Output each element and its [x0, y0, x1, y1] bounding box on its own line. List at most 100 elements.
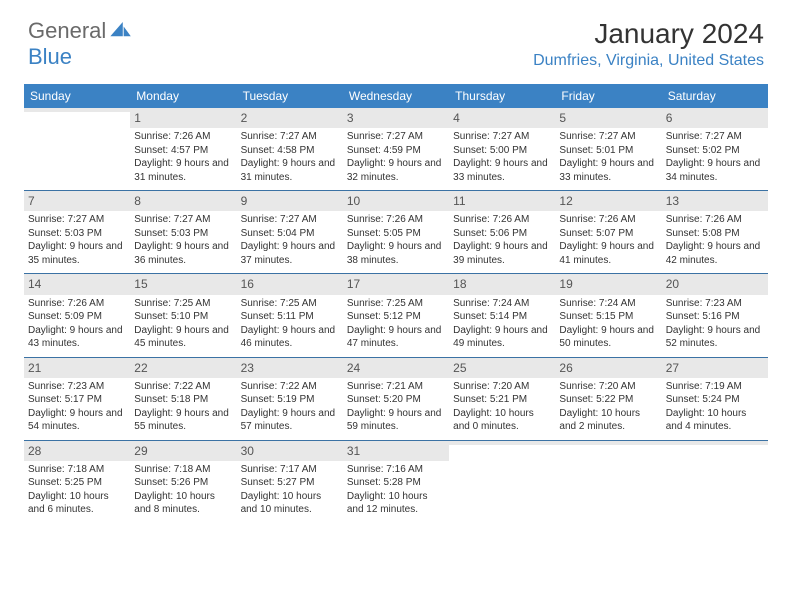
sunrise-text: Sunrise: 7:19 AM: [666, 380, 764, 394]
daylight-text: Daylight: 9 hours and 55 minutes.: [134, 407, 232, 434]
day-cell: 31Sunrise: 7:16 AMSunset: 5:28 PMDayligh…: [343, 441, 449, 523]
sunrise-text: Sunrise: 7:23 AM: [28, 380, 126, 394]
sunset-text: Sunset: 5:03 PM: [28, 227, 126, 241]
day-number: 26: [555, 358, 661, 378]
sunrise-text: Sunrise: 7:27 AM: [666, 130, 764, 144]
day-number: 11: [449, 191, 555, 211]
day-header: Sunday: [24, 84, 130, 108]
sunset-text: Sunset: 4:57 PM: [134, 144, 232, 158]
week-row: 1Sunrise: 7:26 AMSunset: 4:57 PMDaylight…: [24, 108, 768, 190]
day-cell: 25Sunrise: 7:20 AMSunset: 5:21 PMDayligh…: [449, 358, 555, 440]
day-number: 25: [449, 358, 555, 378]
day-cell: 2Sunrise: 7:27 AMSunset: 4:58 PMDaylight…: [237, 108, 343, 190]
day-cell: 10Sunrise: 7:26 AMSunset: 5:05 PMDayligh…: [343, 191, 449, 273]
day-number: 10: [343, 191, 449, 211]
sunset-text: Sunset: 5:18 PM: [134, 393, 232, 407]
sunrise-text: Sunrise: 7:18 AM: [134, 463, 232, 477]
daylight-text: Daylight: 9 hours and 54 minutes.: [28, 407, 126, 434]
daylight-text: Daylight: 9 hours and 46 minutes.: [241, 324, 339, 351]
sunset-text: Sunset: 5:06 PM: [453, 227, 551, 241]
sunset-text: Sunset: 5:16 PM: [666, 310, 764, 324]
day-cell: 22 Sunrise: 7:22 AMSunset: 5:18 PMDayligh…: [130, 358, 236, 440]
day-header: Monday: [130, 84, 236, 108]
sunset-text: Sunset: 5:24 PM: [666, 393, 764, 407]
day-number: 18: [449, 274, 555, 294]
day-number: [662, 441, 768, 445]
sunrise-text: Sunrise: 7:26 AM: [453, 213, 551, 227]
weeks-container: 1Sunrise: 7:26 AMSunset: 4:57 PMDaylight…: [24, 108, 768, 523]
day-number: 23: [237, 358, 343, 378]
sunset-text: Sunset: 5:20 PM: [347, 393, 445, 407]
day-cell: 28Sunrise: 7:18 AMSunset: 5:25 PMDayligh…: [24, 441, 130, 523]
day-header: Saturday: [662, 84, 768, 108]
sunrise-text: Sunrise: 7:25 AM: [134, 297, 232, 311]
daylight-text: Daylight: 9 hours and 32 minutes.: [347, 157, 445, 184]
day-cell: [555, 441, 661, 523]
daylight-text: Daylight: 9 hours and 57 minutes.: [241, 407, 339, 434]
sunset-text: Sunset: 5:26 PM: [134, 476, 232, 490]
day-number: 1: [130, 108, 236, 128]
day-cell: 17Sunrise: 7:25 AMSunset: 5:12 PMDayligh…: [343, 274, 449, 356]
day-number: 9: [237, 191, 343, 211]
sunset-text: Sunset: 5:09 PM: [28, 310, 126, 324]
daylight-text: Daylight: 9 hours and 31 minutes.: [134, 157, 232, 184]
sunrise-text: Sunrise: 7:22 AM: [134, 380, 232, 394]
day-number: 31: [343, 441, 449, 461]
day-number: 2: [237, 108, 343, 128]
sunrise-text: Sunrise: 7:26 AM: [134, 130, 232, 144]
week-row: 28 Sunrise: 7:18 AM Sunset: 5:25 PM Dayligh…: [24, 440, 768, 523]
daylight-text: Daylight: 9 hours and 42 minutes.: [666, 240, 764, 267]
sunset-text: Sunset: 5:01 PM: [559, 144, 657, 158]
day-number: 12: [555, 191, 661, 211]
day-cell: 15Sunrise: 7:25 AMSunset: 5:10 PMDayligh…: [130, 274, 236, 356]
sunrise-text: Sunrise: 7:26 AM: [28, 297, 126, 311]
daylight-text: Daylight: 10 hours and 0 minutes.: [453, 407, 551, 434]
day-number: 29: [130, 441, 236, 461]
daylight-text: Daylight: 9 hours and 36 minutes.: [134, 240, 232, 267]
sunrise-text: Sunrise: 7:16 AM: [347, 463, 445, 477]
day-number: 4: [449, 108, 555, 128]
month-title: January 2024: [533, 18, 764, 50]
day-header: Friday: [555, 84, 661, 108]
daylight-text: Daylight: 9 hours and 38 minutes.: [347, 240, 445, 267]
sunset-text: Sunset: 5:21 PM: [453, 393, 551, 407]
sunset-text: Sunset: 5:19 PM: [241, 393, 339, 407]
day-cell: 9Sunrise: 7:27 AMSunset: 5:04 PMDaylight…: [237, 191, 343, 273]
day-number: 28: [24, 441, 130, 461]
daylight-text: Daylight: 9 hours and 33 minutes.: [453, 157, 551, 184]
logo-sail-icon: [110, 18, 132, 44]
sunset-text: Sunset: 5:25 PM: [28, 476, 126, 490]
daylight-text: Daylight: 10 hours and 10 minutes.: [241, 490, 339, 517]
day-cell: 6Sunrise: 7:27 AMSunset: 5:02 PMDaylight…: [662, 108, 768, 190]
day-number: 19: [555, 274, 661, 294]
day-cell: 26Sunrise: 7:20 AMSunset: 5:22 PMDayligh…: [555, 358, 661, 440]
sunrise-text: Sunrise: 7:27 AM: [453, 130, 551, 144]
brand-part1: General: [28, 18, 106, 43]
sunrise-text: Sunrise: 7:17 AM: [241, 463, 339, 477]
daylight-text: Daylight: 9 hours and 34 minutes.: [666, 157, 764, 184]
day-number: 22: [130, 358, 236, 378]
day-cell: 7Sunrise: 7:27 AMSunset: 5:03 PMDaylight…: [24, 191, 130, 273]
daylight-text: Daylight: 9 hours and 39 minutes.: [453, 240, 551, 267]
day-cell: [24, 108, 130, 190]
day-cell: 29Sunrise: 7:18 AMSunset: 5:26 PMDayligh…: [130, 441, 236, 523]
day-cell: 21Sunrise: 7:23 AMSunset: 5:17 PMDayligh…: [24, 358, 130, 440]
sunset-text: Sunset: 5:12 PM: [347, 310, 445, 324]
day-cell: 20Sunrise: 7:23 AMSunset: 5:16 PMDayligh…: [662, 274, 768, 356]
day-number: 17: [343, 274, 449, 294]
sunrise-text: Sunrise: 7:26 AM: [559, 213, 657, 227]
sunset-text: Sunset: 5:10 PM: [134, 310, 232, 324]
day-cell: 24Sunrise: 7:21 AMSunset: 5:20 PMDayligh…: [343, 358, 449, 440]
day-cell: [449, 441, 555, 523]
daylight-text: Daylight: 9 hours and 49 minutes.: [453, 324, 551, 351]
sunrise-text: Sunrise: 7:26 AM: [347, 213, 445, 227]
brand-part2: Blue: [28, 44, 72, 69]
title-block: January 2024 Dumfries, Virginia, United …: [533, 18, 764, 70]
sunrise-text: Sunrise: 7:24 AM: [559, 297, 657, 311]
daylight-text: Daylight: 9 hours and 52 minutes.: [666, 324, 764, 351]
sunrise-text: Sunrise: 7:27 AM: [347, 130, 445, 144]
day-header: Thursday: [449, 84, 555, 108]
day-number: 6: [662, 108, 768, 128]
day-cell: 5Sunrise: 7:27 AMSunset: 5:01 PMDaylight…: [555, 108, 661, 190]
daylight-text: Daylight: 10 hours and 4 minutes.: [666, 407, 764, 434]
